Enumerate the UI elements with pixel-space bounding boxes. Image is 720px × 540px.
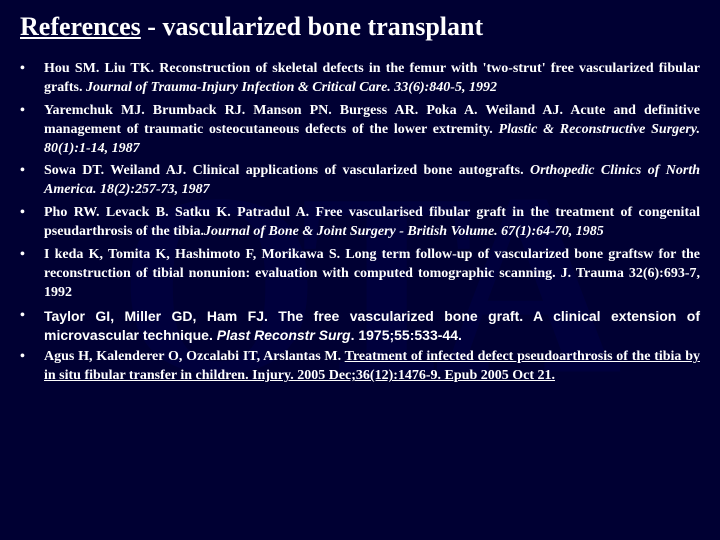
ref-journal: Plast Reconstr Surg bbox=[217, 327, 351, 343]
ref-journal: Journal of Trauma-Injury Infection & Cri… bbox=[86, 80, 497, 95]
bullet: • bbox=[20, 246, 44, 303]
bullet: • bbox=[20, 102, 44, 159]
reference-text: Taylor GI, Miller GD, Ham FJ. The free v… bbox=[44, 307, 700, 345]
reference-text: Agus H, Kalenderer O, Ozcalabi IT, Arsla… bbox=[44, 348, 700, 386]
bullet: • bbox=[20, 204, 44, 242]
reference-item: •I keda K, Tomita K, Hashimoto F, Morika… bbox=[20, 246, 700, 303]
title-underlined: References bbox=[20, 12, 141, 41]
reference-text: Sowa DT. Weiland AJ. Clinical applicatio… bbox=[44, 162, 700, 200]
slide-content: References - vascularized bone transplan… bbox=[0, 0, 720, 400]
references-list: •Hou SM. Liu TK. Reconstruction of skele… bbox=[20, 60, 700, 386]
title-rest: - vascularized bone transplant bbox=[141, 12, 483, 41]
reference-item: •Taylor GI, Miller GD, Ham FJ. The free … bbox=[20, 307, 700, 345]
ref-prefix: Sowa DT. Weiland AJ. Clinical applicatio… bbox=[44, 163, 530, 178]
bullet: • bbox=[20, 307, 44, 345]
reference-item: •Pho RW. Levack B. Satku K. Patradul A. … bbox=[20, 204, 700, 242]
reference-item: •Hou SM. Liu TK. Reconstruction of skele… bbox=[20, 60, 700, 98]
bullet: • bbox=[20, 162, 44, 200]
ref-journal: Journal of Bone & Joint Surgery - Britis… bbox=[204, 224, 604, 239]
reference-item: •Agus H, Kalenderer O, Ozcalabi IT, Arsl… bbox=[20, 348, 700, 386]
slide-title: References - vascularized bone transplan… bbox=[20, 12, 700, 42]
ref-prefix: Agus H, Kalenderer O, Ozcalabi IT, Arsla… bbox=[44, 349, 345, 364]
reference-text: Pho RW. Levack B. Satku K. Patradul A. F… bbox=[44, 204, 700, 242]
bullet: • bbox=[20, 348, 44, 386]
reference-item: •Sowa DT. Weiland AJ. Clinical applicati… bbox=[20, 162, 700, 200]
ref-prefix: I keda K, Tomita K, Hashimoto F, Morikaw… bbox=[44, 247, 700, 300]
reference-text: Yaremchuk MJ. Brumback RJ. Manson PN. Bu… bbox=[44, 102, 700, 159]
ref-suffix: . 1975;55:533-44. bbox=[351, 327, 462, 343]
reference-text: Hou SM. Liu TK. Reconstruction of skelet… bbox=[44, 60, 700, 98]
bullet: • bbox=[20, 60, 44, 98]
reference-item: •Yaremchuk MJ. Brumback RJ. Manson PN. B… bbox=[20, 102, 700, 159]
reference-text: I keda K, Tomita K, Hashimoto F, Morikaw… bbox=[44, 246, 700, 303]
